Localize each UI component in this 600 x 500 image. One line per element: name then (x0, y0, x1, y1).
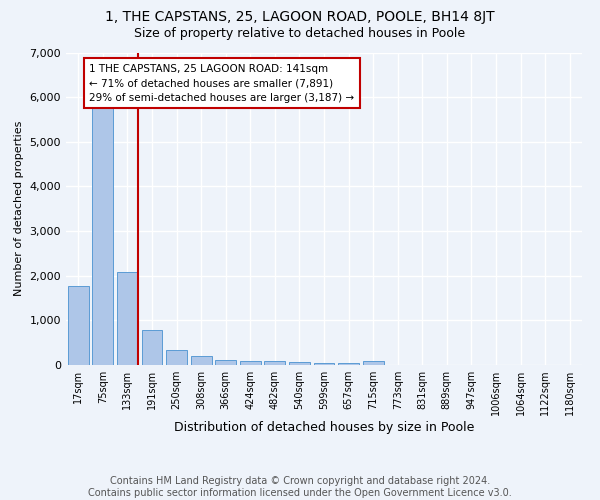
Bar (314, 362, 334, 365)
Text: Contains HM Land Registry data © Crown copyright and database right 2024.
Contai: Contains HM Land Registry data © Crown c… (88, 476, 512, 498)
Bar (191, 356, 212, 365)
Bar (338, 363, 359, 365)
Bar (215, 360, 236, 365)
Bar (142, 330, 163, 365)
Bar (240, 361, 261, 365)
Text: 1 THE CAPSTANS, 25 LAGOON ROAD: 141sqm
← 71% of detached houses are smaller (7,8: 1 THE CAPSTANS, 25 LAGOON ROAD: 141sqm ←… (89, 64, 355, 104)
Text: Size of property relative to detached houses in Poole: Size of property relative to detached ho… (134, 28, 466, 40)
Bar (362, 361, 383, 365)
X-axis label: Distribution of detached houses by size in Poole: Distribution of detached houses by size … (174, 421, 474, 434)
Bar (289, 362, 310, 365)
Bar (117, 272, 138, 365)
Bar (265, 362, 286, 365)
Bar (92, 107, 113, 365)
Text: 1, THE CAPSTANS, 25, LAGOON ROAD, POOLE, BH14 8JT: 1, THE CAPSTANS, 25, LAGOON ROAD, POOLE,… (105, 10, 495, 24)
Bar (68, 286, 89, 365)
Y-axis label: Number of detached properties: Number of detached properties (14, 121, 24, 296)
Bar (166, 350, 187, 365)
